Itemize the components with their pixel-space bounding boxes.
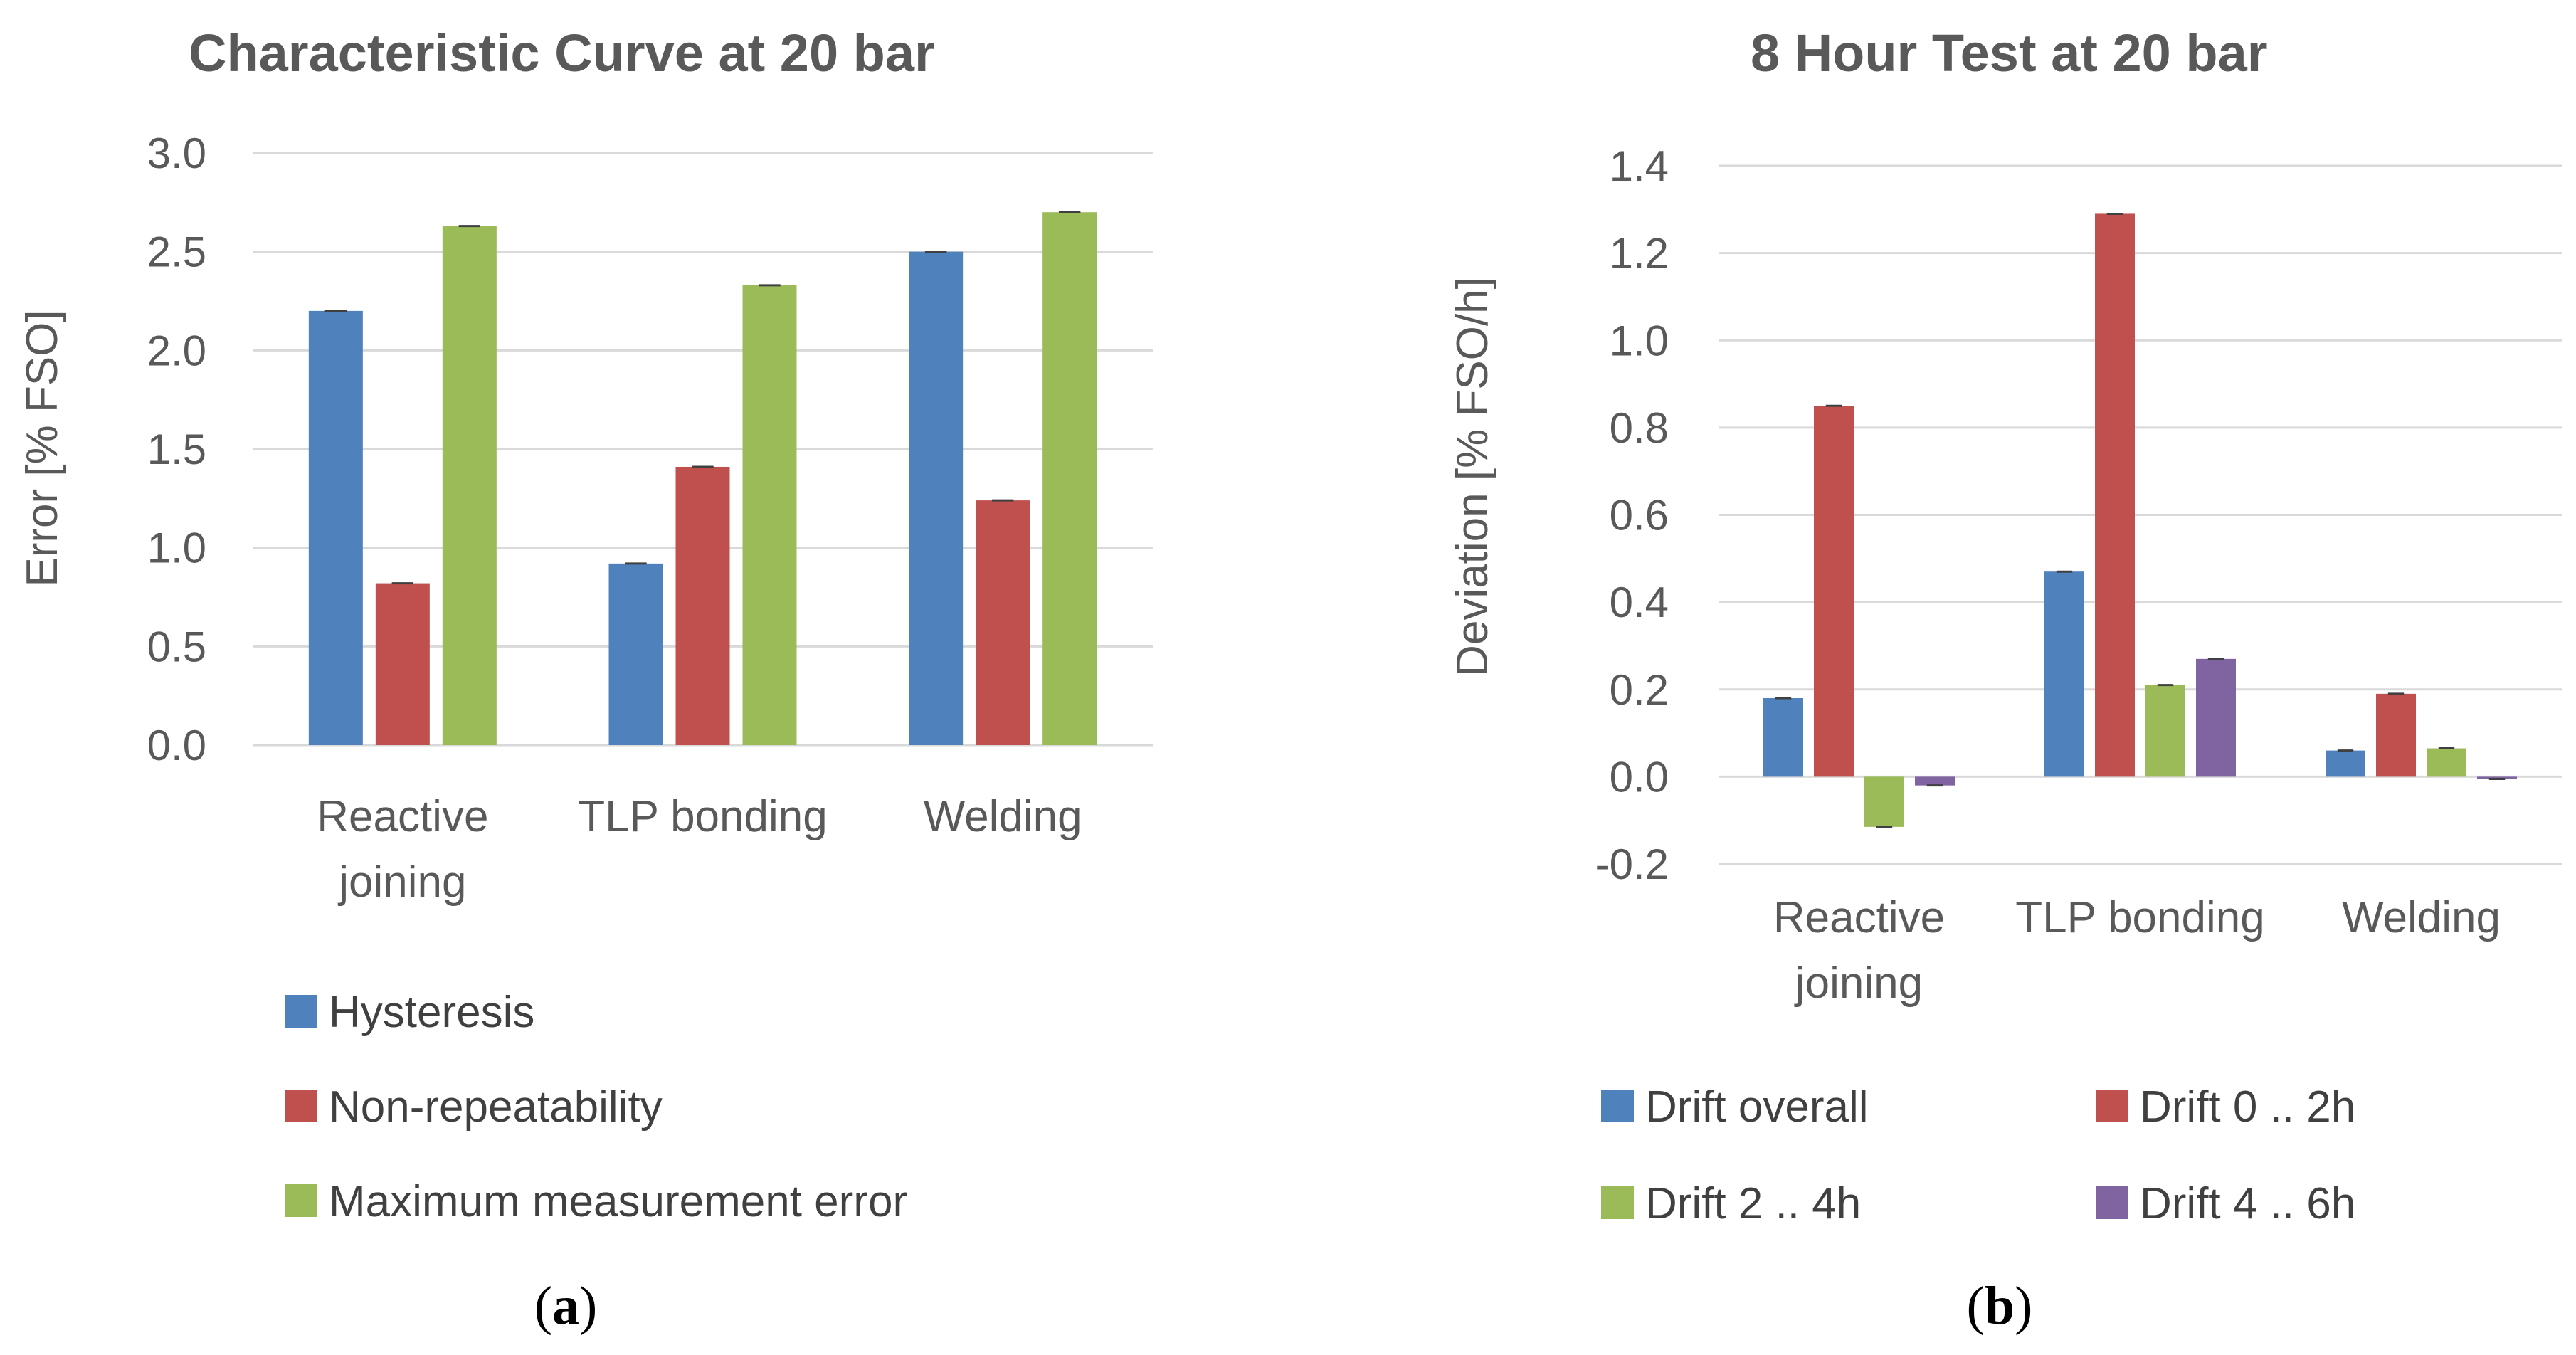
chart-8-hour-test: 8 Hour Test at 20 bar Deviation [% FSO/h… [1448, 23, 2562, 1336]
category-label: joining [337, 858, 466, 907]
y-tick-label: 1.2 [1610, 230, 1669, 278]
chart-a-y-axis-label: Error [% FSO] [18, 310, 67, 586]
chart-b-gridlines [1719, 164, 2562, 865]
legend-entry: Non-repeatability [329, 1082, 663, 1132]
legend-entry: Drift 2 .. 4h [1645, 1179, 1861, 1228]
y-tick-label: 0.2 [1610, 666, 1669, 714]
bar-drift-overall-1 [2044, 571, 2084, 777]
y-tick-label: 0.8 [1610, 404, 1669, 452]
y-tick-label: 0.5 [147, 623, 206, 670]
legend-swatch [285, 1090, 317, 1122]
bar-non-repeatability-2 [976, 500, 1030, 745]
category-label: Reactive [1773, 893, 1945, 942]
chart-b-y-ticks: -0.2 0.0 0.2 0.4 0.6 0.8 1.0 1.2 1.4 [1595, 142, 1669, 888]
chart-a-legend: Hysteresis Non-repeatability Maximum measu… [285, 988, 907, 1226]
y-tick-label: 1.4 [1610, 142, 1669, 190]
category-label: Welding [924, 792, 1082, 841]
legend-entry: Hysteresis [329, 988, 534, 1037]
bar-drift-overall-0 [1763, 698, 1803, 777]
y-tick-label: 0.4 [1610, 579, 1669, 626]
bar-drift-0-2h-1 [2095, 213, 2135, 777]
y-tick-label: 3.0 [147, 130, 206, 177]
chart-b-title: 8 Hour Test at 20 bar [1751, 23, 2268, 83]
bar-non-repeatability-0 [375, 583, 430, 745]
legend-entry: Drift overall [1645, 1082, 1869, 1132]
y-tick-label: 2.5 [147, 228, 206, 276]
chart-b-y-axis-label: Deviation [% FSO/h] [1448, 277, 1497, 677]
category-label: Welding [2342, 893, 2501, 942]
legend-swatch [2096, 1090, 2128, 1122]
chart-characteristic-curve: Characteristic Curve at 20 bar Error [% … [18, 23, 1153, 1336]
category-label: Reactive [317, 792, 488, 841]
chart-b-legend: Drift overall Drift 0 .. 2h Drift 2 .. 4h D… [1601, 1082, 2355, 1228]
y-tick-label: 1.0 [1610, 317, 1669, 364]
category-label: TLP bonding [578, 792, 827, 841]
legend-swatch [1601, 1186, 1634, 1219]
chart-a-category-labels: Reactive joining TLP bonding Welding [317, 792, 1082, 907]
chart-b-bars [1763, 212, 2517, 828]
y-tick-label: 0.6 [1610, 492, 1669, 539]
bar-hysteresis-0 [308, 310, 363, 745]
bar-maximum-measurement-error-2 [1042, 212, 1097, 745]
bar-hysteresis-2 [909, 251, 964, 746]
legend-swatch [2096, 1186, 2128, 1219]
legend-entry: Drift 0 .. 2h [2140, 1082, 2355, 1132]
chart-b-category-labels: Reactive joining TLP bonding Welding [1773, 893, 2501, 1008]
chart-b-panel-label: (b) [1967, 1276, 2033, 1336]
chart-a-panel-label: (a) [534, 1276, 598, 1336]
legend-entry: Drift 4 .. 6h [2140, 1179, 2355, 1228]
bar-drift-2-4h-1 [2145, 685, 2185, 777]
y-tick-label: 1.5 [147, 426, 206, 473]
chart-a-bars [308, 211, 1097, 746]
category-label: TLP bonding [2015, 893, 2264, 942]
bar-non-repeatability-1 [675, 466, 730, 745]
legend-swatch [285, 1184, 317, 1217]
bar-drift-0-2h-0 [1814, 406, 1854, 777]
bar-maximum-measurement-error-1 [742, 285, 797, 745]
y-tick-label: 1.0 [147, 524, 206, 572]
bar-drift-4-6h-1 [2196, 658, 2236, 777]
y-tick-label: 2.0 [147, 327, 206, 374]
bar-drift-2-4h-0 [1864, 776, 1904, 827]
bar-drift-0-2h-2 [2376, 693, 2416, 777]
legend-swatch [285, 995, 317, 1028]
bar-hysteresis-1 [608, 563, 663, 745]
chart-a-y-ticks: 0.0 0.5 1.0 1.5 2.0 2.5 3.0 [147, 130, 206, 769]
legend-entry: Maximum measurement error [329, 1177, 907, 1226]
y-tick-label: 0.0 [147, 722, 206, 769]
bar-drift-4-6h-0 [1915, 776, 1955, 786]
legend-swatch [1601, 1090, 1634, 1122]
bar-drift-overall-2 [2326, 750, 2365, 777]
y-tick-label: 0.0 [1610, 753, 1669, 801]
chart-a-title: Characteristic Curve at 20 bar [189, 23, 935, 83]
y-tick-label: -0.2 [1595, 840, 1669, 888]
bar-drift-4-6h-2 [2477, 776, 2517, 779]
bar-drift-2-4h-2 [2427, 748, 2466, 777]
bar-maximum-measurement-error-0 [442, 226, 497, 745]
category-label: joining [1794, 959, 1923, 1008]
